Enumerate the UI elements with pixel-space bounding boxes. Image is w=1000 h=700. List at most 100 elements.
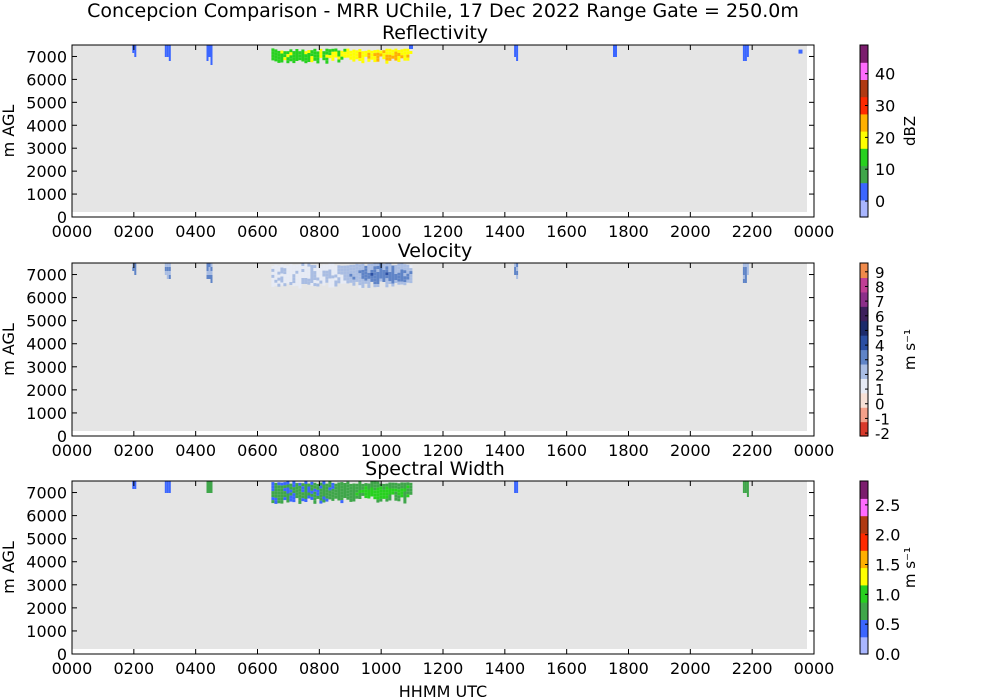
y-tick-label: 0 bbox=[57, 645, 67, 664]
echo-cell bbox=[385, 498, 389, 502]
echo-cell bbox=[376, 490, 380, 494]
echo-cell bbox=[744, 57, 747, 61]
echo-cell bbox=[206, 53, 209, 57]
echo-cell bbox=[514, 267, 517, 271]
echo-cell bbox=[373, 56, 377, 60]
echo-cell bbox=[352, 489, 356, 493]
echo-cell bbox=[406, 485, 410, 489]
echo-cell bbox=[280, 56, 284, 60]
colorbar-tick-label: 0.5 bbox=[875, 615, 900, 634]
echo-cell bbox=[334, 277, 338, 281]
echo-cell bbox=[289, 264, 293, 267]
echo-cell bbox=[343, 483, 347, 486]
echo-cell bbox=[394, 488, 398, 492]
echo-cell bbox=[397, 56, 401, 59]
echo-cell bbox=[373, 50, 377, 54]
echo-cell bbox=[409, 274, 413, 278]
echo-cell bbox=[373, 496, 377, 500]
echo-cell bbox=[400, 49, 404, 53]
x-tick-label: 2200 bbox=[732, 222, 773, 241]
echo-cell bbox=[301, 498, 305, 502]
echo-cell bbox=[283, 494, 287, 498]
colorbar-segment bbox=[860, 567, 868, 586]
echo-cell bbox=[355, 486, 359, 490]
echo-cell bbox=[168, 267, 171, 271]
echo-cell bbox=[382, 486, 386, 490]
echo-cell bbox=[313, 268, 317, 272]
echo-cell bbox=[289, 270, 293, 273]
echo-cell bbox=[370, 263, 374, 267]
colorbar-tick-label: 7 bbox=[875, 293, 885, 311]
echo-cell bbox=[742, 45, 745, 49]
y-tick-label: 2000 bbox=[26, 381, 67, 400]
y-tick-label: 7000 bbox=[26, 47, 67, 66]
echo-cell bbox=[744, 267, 747, 271]
echo-cell bbox=[370, 50, 374, 54]
x-tick-label: 2000 bbox=[670, 441, 711, 460]
echo-cell bbox=[166, 485, 169, 489]
echo-region bbox=[132, 45, 137, 57]
echo-cell bbox=[337, 280, 341, 284]
echo-cell bbox=[292, 54, 296, 58]
echo-cell bbox=[355, 275, 359, 279]
echo-cell bbox=[514, 485, 517, 489]
echo-cell bbox=[352, 279, 356, 283]
echo-cell bbox=[406, 273, 410, 277]
echo-cell bbox=[376, 281, 380, 284]
x-tick-label: 0200 bbox=[113, 441, 154, 460]
y-tick-label: 1000 bbox=[26, 404, 67, 423]
echo-cell bbox=[337, 59, 341, 63]
echo-cell bbox=[388, 51, 392, 55]
echo-cell bbox=[319, 485, 323, 489]
echo-cell bbox=[337, 488, 341, 492]
echo-region bbox=[742, 45, 749, 61]
echo-cell bbox=[382, 56, 386, 60]
echo-cell bbox=[397, 50, 401, 53]
echo-cell bbox=[376, 52, 380, 56]
echo-cell bbox=[292, 265, 296, 269]
echo-cell bbox=[277, 485, 281, 489]
echo-cell bbox=[322, 493, 326, 497]
colorbar-segment bbox=[860, 335, 868, 351]
echo-cell bbox=[334, 268, 338, 272]
echo-cell bbox=[367, 486, 371, 490]
x-axis-label: HHMM UTC bbox=[399, 682, 487, 700]
echo-cell bbox=[742, 279, 745, 283]
echo-cell bbox=[355, 50, 359, 54]
echo-cell bbox=[355, 56, 359, 60]
echo-cell bbox=[310, 274, 314, 277]
echo-cell bbox=[391, 283, 395, 287]
echo-cell bbox=[295, 486, 299, 490]
x-tick-label: 2200 bbox=[732, 659, 773, 678]
y-tick-label: 2000 bbox=[26, 162, 67, 181]
echo-cell bbox=[310, 490, 314, 494]
echo-cell bbox=[298, 273, 302, 277]
echo-cell bbox=[373, 53, 377, 57]
echo-cell bbox=[331, 263, 335, 267]
echo-cell bbox=[325, 273, 329, 277]
echo-cell bbox=[352, 267, 356, 271]
echo-cell bbox=[406, 267, 410, 271]
echo-cell bbox=[292, 481, 296, 485]
colorbar-tick-label: 6 bbox=[875, 308, 885, 326]
echo-cell bbox=[352, 492, 356, 496]
echo-cell bbox=[132, 263, 135, 267]
echo-cell bbox=[361, 275, 365, 279]
echo-cell bbox=[289, 279, 293, 282]
echo-cell bbox=[210, 57, 213, 61]
echo-cell bbox=[406, 491, 410, 495]
echo-cell bbox=[307, 489, 311, 493]
echo-cell bbox=[358, 487, 362, 490]
echo-cell bbox=[382, 270, 386, 273]
colorbar-segment bbox=[860, 363, 868, 379]
echo-cell bbox=[301, 489, 305, 493]
echo-cell bbox=[168, 263, 171, 267]
echo-cell bbox=[328, 55, 332, 59]
echo-cell bbox=[331, 57, 335, 61]
echo-cell bbox=[298, 264, 302, 268]
echo-cell bbox=[168, 485, 171, 489]
x-tick-label: 1600 bbox=[546, 659, 587, 678]
echo-cell bbox=[340, 56, 344, 60]
echo-cell bbox=[134, 271, 137, 275]
